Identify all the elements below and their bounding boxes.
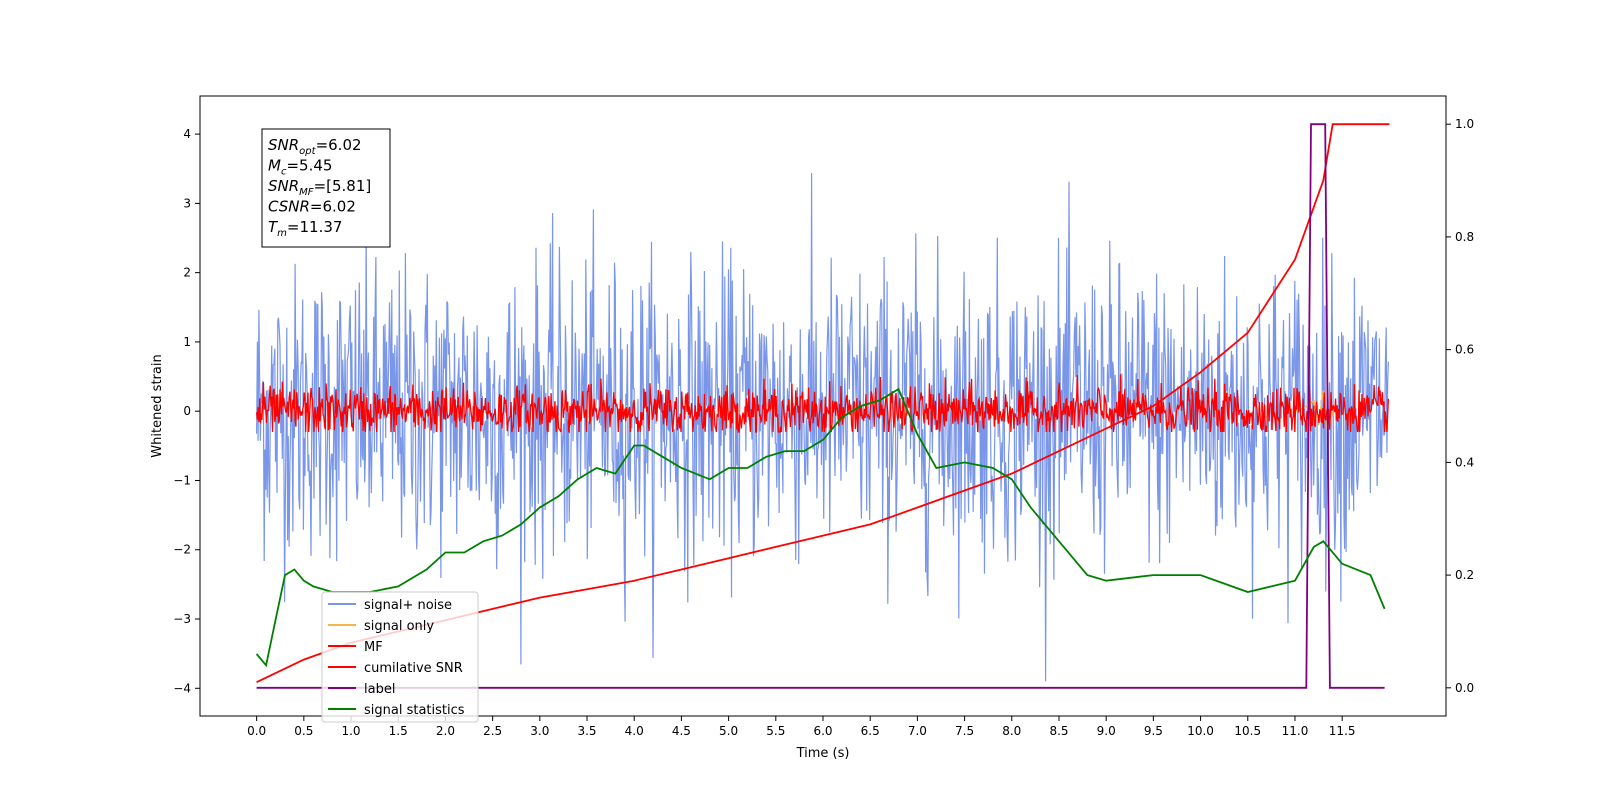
x-axis-ticks: 0.0 0.5 1.0 1.5 2.0 2.5 3.0 3.5 4.0 4.5 5.0 5.5 6.0 6… — [247, 716, 1356, 738]
y2-tick-label: 1.0 — [1455, 117, 1474, 131]
x-tick-label: 7.5 — [955, 724, 974, 738]
annotation-frame — [261, 128, 391, 248]
y-tick-label: 4 — [183, 127, 191, 141]
x-tick-label: 9.5 — [1144, 724, 1163, 738]
y-axis-ticks: 4 3 2 1 0 −1 −2 −3 −4 — [173, 127, 200, 695]
series-mf — [255, 374, 1390, 434]
x-tick-label: 8.0 — [1002, 724, 1021, 738]
series-signal-statistics — [255, 387, 1386, 668]
x-tick-label: 1.0 — [341, 724, 360, 738]
x-tick-label: 6.0 — [813, 724, 832, 738]
legend-label: MF — [364, 640, 383, 655]
y2-tick-label: 0.4 — [1455, 455, 1474, 469]
x-tick-label: 9.0 — [1097, 724, 1116, 738]
x-tick-label: 4.5 — [672, 724, 691, 738]
y-tick-label: 1 — [183, 335, 191, 349]
legend-label: signal+ noise — [364, 598, 452, 613]
y-tick-label: −4 — [173, 681, 191, 695]
x-tick-label: 11.5 — [1329, 724, 1356, 738]
x-tick-label: 3.5 — [577, 724, 596, 738]
x-tick-label: 6.5 — [861, 724, 880, 738]
x-axis-label: Time (s) — [796, 746, 850, 761]
y2-tick-label: 0.2 — [1455, 568, 1474, 582]
legend-label: signal only — [364, 619, 434, 634]
y2-tick-label: 0.6 — [1455, 343, 1474, 357]
annotation-line: CSNR=6.02 — [268, 198, 356, 216]
y-axis-label: Whitened strain — [150, 354, 165, 457]
x-tick-label: 11.0 — [1282, 724, 1309, 738]
legend-label: cumilative SNR — [364, 661, 463, 676]
y2-tick-label: 0.0 — [1455, 681, 1474, 695]
x-tick-label: 2.0 — [436, 724, 455, 738]
x-tick-label: 5.5 — [766, 724, 785, 738]
annotation-line: SNRopt=6.02 — [268, 136, 362, 157]
series-label — [256, 123, 1385, 689]
x-tick-label: 8.5 — [1049, 724, 1068, 738]
y-tick-label: −1 — [173, 473, 191, 487]
legend-label: label — [364, 682, 395, 697]
legend: signal+ noise signal only MF cumilative SNR… — [321, 591, 479, 723]
y-tick-label: −2 — [173, 543, 191, 557]
y-tick-label: −3 — [173, 612, 191, 626]
legend-frame — [321, 591, 479, 723]
x-tick-label: 2.5 — [483, 724, 502, 738]
x-tick-label: 7.0 — [908, 724, 927, 738]
x-tick-label: 0.0 — [247, 724, 266, 738]
y-tick-label: 2 — [183, 266, 191, 280]
annotation-line: Tm=11.37 — [268, 218, 342, 239]
x-tick-label: 10.5 — [1234, 724, 1261, 738]
x-tick-label: 0.5 — [294, 724, 313, 738]
x-tick-label: 5.0 — [719, 724, 738, 738]
annotation-line: Mc=5.45 — [268, 157, 332, 178]
x-tick-label: 1.5 — [389, 724, 408, 738]
x-tick-label: 10.0 — [1187, 724, 1214, 738]
y-tick-label: 0 — [183, 404, 191, 418]
annotation-line: SNRMF=[5.81] — [268, 177, 371, 198]
y2-tick-label: 0.8 — [1455, 230, 1474, 244]
x-tick-label: 4.0 — [625, 724, 644, 738]
x-tick-label: 3.0 — [530, 724, 549, 738]
y2-axis-ticks: 1.0 0.8 0.6 0.4 0.2 0.0 — [1446, 117, 1474, 695]
series-signal-noise — [256, 172, 1389, 682]
legend-label: signal statistics — [364, 703, 465, 718]
y-tick-label: 3 — [183, 196, 191, 210]
